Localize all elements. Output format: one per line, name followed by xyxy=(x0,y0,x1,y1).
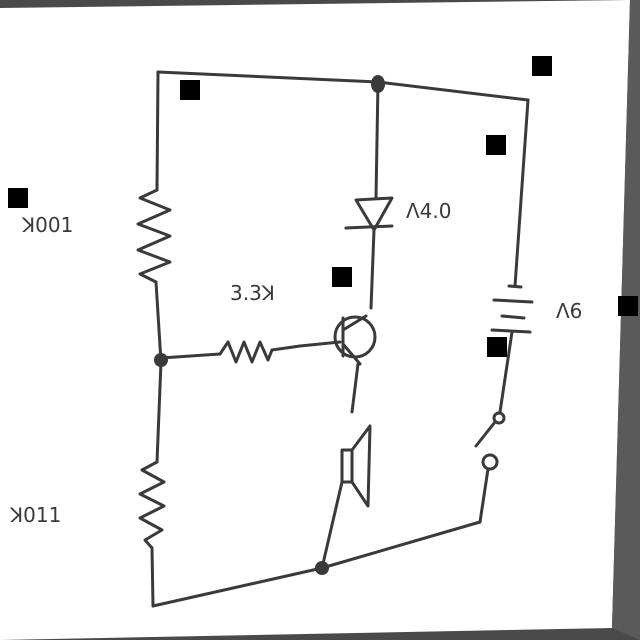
speaker-cone xyxy=(350,424,372,508)
marker-3 xyxy=(486,135,506,155)
wire-diode-bottom xyxy=(369,228,376,310)
wire-speaker-down xyxy=(320,480,344,570)
label-diode: Λ4.0 xyxy=(406,199,452,223)
label-r-base: 3.3ꓘ xyxy=(230,281,275,305)
transistor-collector xyxy=(341,314,368,332)
wire-diode-top xyxy=(374,80,380,200)
battery-tab xyxy=(507,284,523,289)
diode-bar xyxy=(344,224,394,230)
paper-shadow-edge xyxy=(612,0,640,640)
wire-right-upper xyxy=(513,98,530,288)
resistor-base xyxy=(218,340,274,364)
resistor-top xyxy=(136,188,172,284)
battery-plate-short xyxy=(500,314,526,320)
label-battery: Λ6 xyxy=(556,299,582,323)
marker-1 xyxy=(180,80,200,100)
junction-left xyxy=(154,353,168,367)
label-r-top: ꓘ001 xyxy=(21,213,73,237)
marker-4 xyxy=(8,188,28,208)
wire-left-lower xyxy=(150,546,155,608)
junction-bottom xyxy=(315,561,329,575)
battery-plate-long xyxy=(492,298,534,304)
wire-emitter-down xyxy=(350,362,360,414)
label-r-bottom: ꓘ011 xyxy=(9,503,61,527)
switch-contact-top xyxy=(492,411,506,425)
wire-left-upper xyxy=(155,70,160,192)
wire-right-lower xyxy=(478,467,490,524)
marker-7 xyxy=(487,337,507,357)
junction-top xyxy=(371,75,385,93)
transistor-emitter xyxy=(341,342,362,366)
switch-contact-bottom xyxy=(481,453,499,471)
wire-right-middle xyxy=(498,330,514,414)
wire-base-right xyxy=(270,340,342,352)
marker-5 xyxy=(332,267,352,287)
wire-base-left xyxy=(159,352,222,360)
switch-lever xyxy=(474,420,497,448)
diode-triangle xyxy=(354,196,394,232)
resistor-bottom xyxy=(138,460,166,550)
marker-2 xyxy=(532,56,552,76)
marker-6 xyxy=(618,296,638,316)
